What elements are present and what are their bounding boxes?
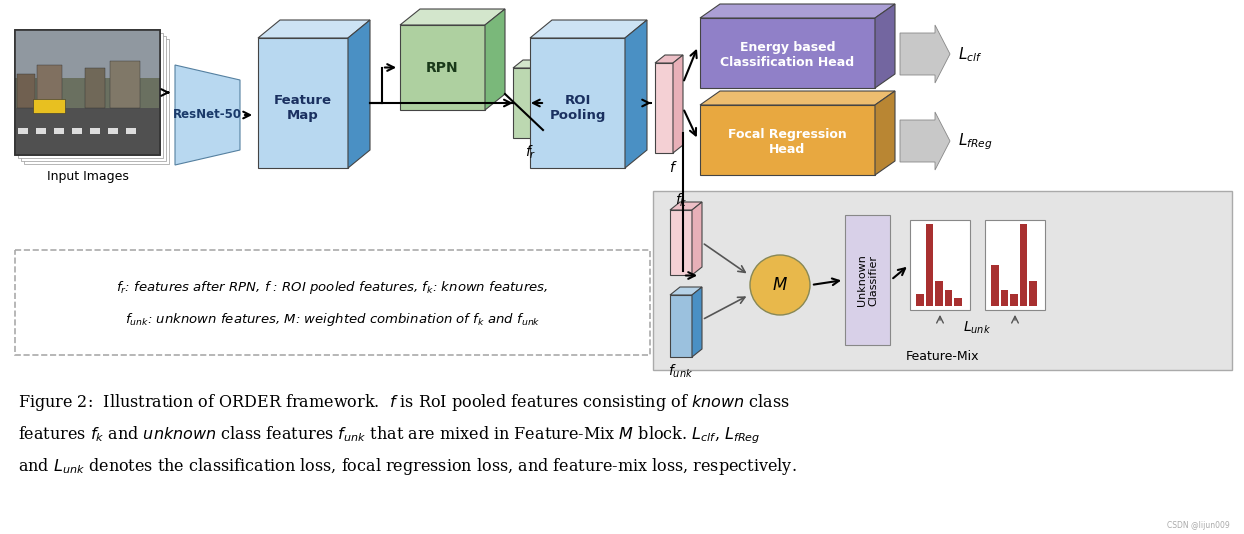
Polygon shape bbox=[673, 55, 683, 153]
Text: $f_{unk}$: unknown features, M: weighted combination of $f_k$ and $f_{unk}$: $f_{unk}$: unknown features, M: weighted… bbox=[124, 311, 540, 328]
FancyBboxPatch shape bbox=[37, 65, 62, 107]
Polygon shape bbox=[692, 287, 702, 357]
FancyBboxPatch shape bbox=[935, 281, 943, 306]
Text: RPN: RPN bbox=[427, 60, 459, 75]
FancyBboxPatch shape bbox=[1010, 294, 1018, 306]
FancyBboxPatch shape bbox=[17, 128, 29, 134]
Text: $f_k$: $f_k$ bbox=[674, 191, 688, 209]
Text: Focal Regression
Head: Focal Regression Head bbox=[728, 128, 847, 156]
Polygon shape bbox=[530, 20, 647, 38]
FancyBboxPatch shape bbox=[653, 191, 1232, 370]
FancyBboxPatch shape bbox=[916, 294, 923, 306]
Polygon shape bbox=[513, 60, 542, 68]
FancyBboxPatch shape bbox=[1000, 289, 1008, 306]
FancyBboxPatch shape bbox=[15, 30, 160, 155]
Text: $L_{unk}$: $L_{unk}$ bbox=[964, 320, 991, 336]
Text: $L_{clf}$: $L_{clf}$ bbox=[958, 45, 983, 65]
Text: CSDN @lijun009: CSDN @lijun009 bbox=[1167, 521, 1230, 530]
FancyBboxPatch shape bbox=[108, 128, 118, 134]
Polygon shape bbox=[875, 91, 894, 175]
Text: features $f_k$ and $\mathit{unknown}$ class features $f_{unk}$ that are mixed in: features $f_k$ and $\mathit{unknown}$ cl… bbox=[17, 424, 760, 445]
FancyBboxPatch shape bbox=[36, 128, 46, 134]
FancyBboxPatch shape bbox=[15, 30, 160, 77]
FancyBboxPatch shape bbox=[109, 61, 141, 107]
Polygon shape bbox=[348, 20, 369, 168]
FancyBboxPatch shape bbox=[34, 99, 65, 113]
FancyBboxPatch shape bbox=[90, 128, 100, 134]
FancyBboxPatch shape bbox=[954, 298, 962, 306]
Polygon shape bbox=[401, 25, 485, 110]
Polygon shape bbox=[700, 18, 875, 88]
Text: ResNet-50: ResNet-50 bbox=[173, 108, 243, 122]
Text: $f$: $f$ bbox=[669, 160, 677, 175]
Polygon shape bbox=[258, 38, 348, 168]
FancyBboxPatch shape bbox=[991, 265, 999, 306]
Polygon shape bbox=[899, 25, 950, 83]
Text: Figure 2:  Illustration of ORDER framework.  $f$ is RoI pooled features consisti: Figure 2: Illustration of ORDER framewor… bbox=[17, 392, 790, 413]
Polygon shape bbox=[532, 60, 542, 138]
Polygon shape bbox=[656, 63, 673, 153]
FancyBboxPatch shape bbox=[72, 128, 82, 134]
Polygon shape bbox=[700, 91, 894, 105]
Text: Energy based
Classification Head: Energy based Classification Head bbox=[720, 41, 855, 69]
FancyBboxPatch shape bbox=[17, 74, 35, 107]
Polygon shape bbox=[899, 112, 950, 170]
FancyBboxPatch shape bbox=[944, 289, 953, 306]
FancyBboxPatch shape bbox=[985, 220, 1045, 310]
Polygon shape bbox=[671, 202, 702, 210]
Text: $f_r$: features after RPN, $f$ : ROI pooled features, $f_k$: known features,: $f_r$: features after RPN, $f$ : ROI poo… bbox=[117, 279, 549, 295]
Polygon shape bbox=[692, 202, 702, 275]
FancyBboxPatch shape bbox=[1029, 281, 1037, 306]
Text: $L_{fReg}$: $L_{fReg}$ bbox=[958, 132, 993, 152]
FancyBboxPatch shape bbox=[845, 215, 889, 345]
FancyBboxPatch shape bbox=[85, 67, 104, 107]
Polygon shape bbox=[671, 287, 702, 295]
FancyBboxPatch shape bbox=[911, 220, 970, 310]
FancyBboxPatch shape bbox=[126, 128, 136, 134]
Polygon shape bbox=[671, 295, 692, 357]
Polygon shape bbox=[175, 65, 240, 165]
Polygon shape bbox=[671, 210, 692, 275]
Circle shape bbox=[750, 255, 810, 315]
Text: ROI
Pooling: ROI Pooling bbox=[550, 94, 606, 122]
FancyBboxPatch shape bbox=[24, 39, 169, 164]
Text: Feature-Mix: Feature-Mix bbox=[906, 349, 979, 363]
Polygon shape bbox=[401, 9, 505, 25]
Polygon shape bbox=[700, 4, 894, 18]
Text: Feature
Map: Feature Map bbox=[274, 94, 332, 122]
FancyBboxPatch shape bbox=[1020, 224, 1028, 306]
FancyBboxPatch shape bbox=[15, 107, 160, 155]
FancyBboxPatch shape bbox=[926, 224, 933, 306]
Polygon shape bbox=[513, 68, 532, 138]
Polygon shape bbox=[258, 20, 369, 38]
FancyBboxPatch shape bbox=[53, 128, 63, 134]
FancyBboxPatch shape bbox=[21, 36, 165, 161]
Text: and $L_{unk}$ denotes the classification loss, focal regression loss, and featur: and $L_{unk}$ denotes the classification… bbox=[17, 456, 796, 477]
Polygon shape bbox=[656, 55, 683, 63]
Polygon shape bbox=[875, 4, 894, 88]
Polygon shape bbox=[624, 20, 647, 168]
Polygon shape bbox=[485, 9, 505, 110]
Text: $f_{unk}$: $f_{unk}$ bbox=[668, 362, 694, 380]
FancyBboxPatch shape bbox=[17, 33, 163, 158]
Text: Input Images: Input Images bbox=[46, 170, 128, 183]
Text: $f_r$: $f_r$ bbox=[525, 143, 536, 161]
Polygon shape bbox=[530, 38, 624, 168]
Text: $M$: $M$ bbox=[773, 276, 787, 294]
Polygon shape bbox=[700, 105, 875, 175]
FancyBboxPatch shape bbox=[15, 250, 651, 355]
Text: Unknown
Classifier: Unknown Classifier bbox=[857, 254, 878, 306]
